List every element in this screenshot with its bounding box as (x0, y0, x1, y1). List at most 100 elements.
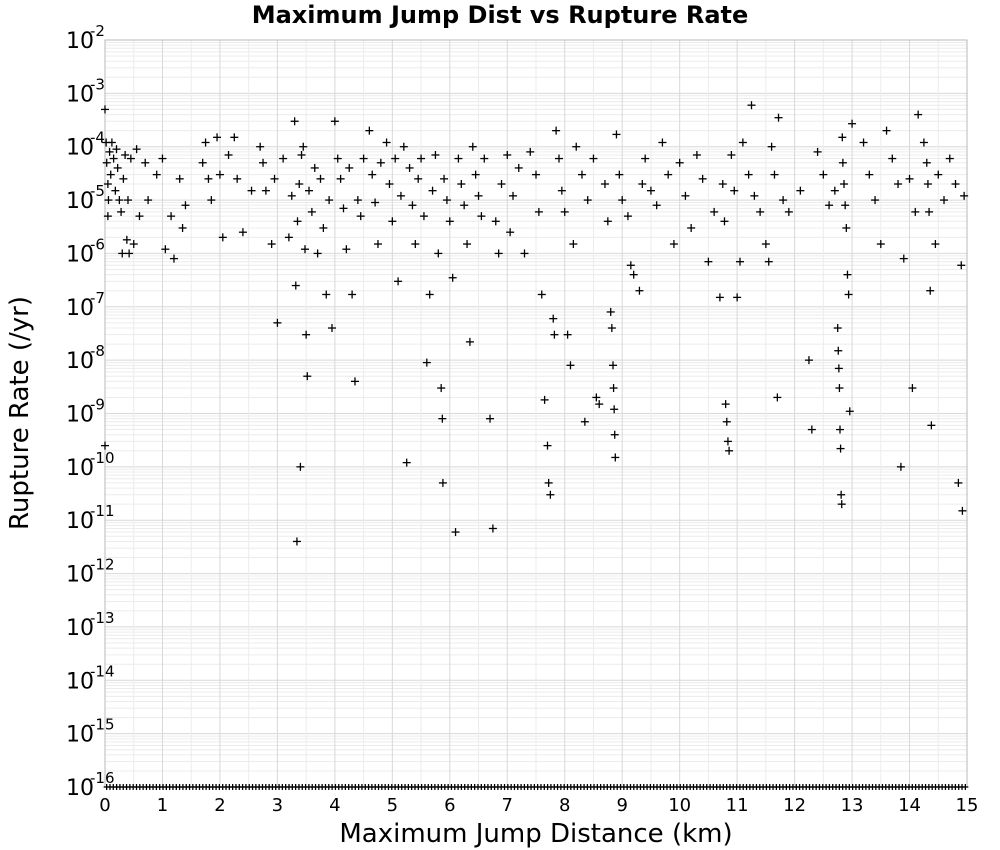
data-point (333, 154, 342, 163)
y-tick-base: 10 (66, 136, 94, 161)
data-point (888, 154, 897, 163)
data-point (514, 163, 523, 172)
data-point (287, 191, 296, 200)
data-point (730, 186, 739, 195)
data-point (448, 273, 457, 282)
data-point (727, 150, 736, 159)
data-point (141, 158, 150, 167)
data-point (382, 138, 391, 147)
data-point (112, 145, 121, 154)
data-point (442, 196, 451, 205)
data-point (256, 142, 265, 151)
data-point (833, 324, 842, 333)
data-point (540, 395, 549, 404)
data-point (836, 444, 845, 453)
y-tick-exponent: -10 (90, 449, 115, 467)
data-point (345, 163, 354, 172)
data-point (115, 196, 124, 205)
data-point (325, 196, 334, 205)
y-tick-label: 10-9 (66, 396, 105, 428)
y-tick-label: 10-3 (66, 75, 105, 107)
y-tick-base: 10 (66, 776, 94, 801)
y-tick-label: 10-15 (66, 716, 115, 748)
data-point (635, 286, 644, 295)
data-point (837, 490, 846, 499)
y-tick-exponent: -16 (90, 769, 115, 787)
data-point (721, 400, 730, 409)
data-point (373, 240, 382, 249)
data-point (710, 207, 719, 216)
x-tick-label: 9 (616, 795, 627, 816)
data-point (119, 174, 128, 183)
data-point (750, 191, 759, 200)
y-tick-base: 10 (66, 616, 94, 641)
data-point (756, 207, 765, 216)
data-point (583, 196, 592, 205)
data-point (835, 384, 844, 393)
data-point (834, 364, 843, 373)
y-tick-base: 10 (66, 563, 94, 588)
data-point (491, 217, 500, 226)
data-point (738, 138, 747, 147)
data-point (102, 158, 111, 167)
x-tick-label: 2 (214, 795, 225, 816)
data-point (152, 170, 161, 179)
data-point (715, 293, 724, 302)
data-point (125, 249, 134, 258)
data-point (722, 417, 731, 426)
data-point (310, 163, 319, 172)
data-point (834, 346, 843, 355)
data-point (201, 138, 210, 147)
data-point (720, 217, 729, 226)
data-point (213, 133, 222, 142)
data-point (600, 180, 609, 189)
data-point (843, 270, 852, 279)
data-point (230, 133, 239, 142)
x-tick-label: 7 (502, 795, 513, 816)
data-point (322, 290, 331, 299)
y-tick-label: 10-12 (66, 556, 115, 588)
data-point (840, 180, 849, 189)
data-point (291, 281, 300, 290)
y-tick-base: 10 (66, 82, 94, 107)
data-point (837, 500, 846, 509)
data-point (544, 478, 553, 487)
x-tick-label: 11 (726, 795, 749, 816)
x-tick-label: 1 (157, 795, 168, 816)
data-point (103, 180, 112, 189)
data-point (101, 105, 109, 114)
data-point (454, 154, 463, 163)
data-point (940, 196, 949, 205)
data-point (960, 191, 969, 200)
data-point (804, 356, 813, 365)
data-point (830, 186, 839, 195)
data-point (572, 142, 581, 151)
data-point (267, 240, 276, 249)
data-point (296, 462, 305, 471)
data-point (641, 154, 650, 163)
data-point (488, 524, 497, 533)
data-point (615, 170, 624, 179)
data-point (198, 158, 207, 167)
data-point (725, 446, 734, 455)
y-tick-label: 10-16 (66, 769, 115, 801)
data-point (129, 240, 138, 249)
data-point (638, 180, 647, 189)
x-tick-label: 12 (783, 795, 806, 816)
data-point (835, 425, 844, 434)
y-tick-exponent: -12 (90, 556, 115, 574)
data-point (610, 405, 619, 414)
data-point (144, 196, 153, 205)
data-point (368, 170, 377, 179)
chart-title: Maximum Jump Dist vs Rupture Rate (252, 1, 749, 29)
y-axis-label: Rupture Rate (/yr) (5, 296, 35, 530)
data-point (353, 196, 362, 205)
data-point (876, 240, 885, 249)
data-point (770, 170, 779, 179)
data-point (477, 212, 486, 221)
data-point (908, 384, 917, 393)
x-axis-ticks: 0 1 2 3 4 5 6 7 8 9 10 11 12 13 14 15 (99, 795, 978, 816)
data-point (339, 204, 348, 213)
data-point (273, 318, 282, 327)
y-tick-label: 10-4 (66, 129, 105, 161)
